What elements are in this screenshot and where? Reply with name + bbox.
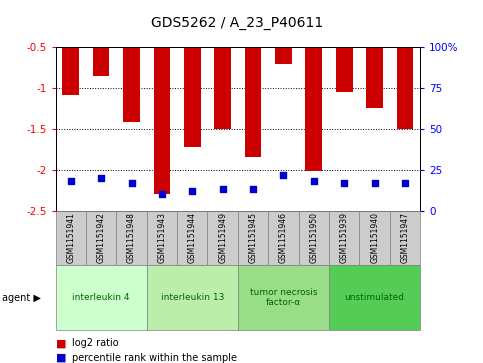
Text: GSM1151941: GSM1151941 bbox=[66, 212, 75, 263]
Text: GSM1151946: GSM1151946 bbox=[279, 212, 288, 263]
Text: percentile rank within the sample: percentile rank within the sample bbox=[72, 353, 238, 363]
Bar bbox=[123, 47, 140, 122]
Bar bbox=[305, 47, 322, 171]
Bar bbox=[154, 47, 170, 194]
Text: GSM1151950: GSM1151950 bbox=[309, 212, 318, 263]
Text: interleukin 4: interleukin 4 bbox=[72, 293, 130, 302]
Bar bbox=[214, 47, 231, 129]
Bar bbox=[62, 47, 79, 95]
Point bbox=[280, 172, 287, 178]
Text: GDS5262 / A_23_P40611: GDS5262 / A_23_P40611 bbox=[151, 16, 323, 30]
Text: agent ▶: agent ▶ bbox=[2, 293, 41, 303]
Point bbox=[158, 191, 166, 197]
Bar bbox=[245, 47, 261, 158]
Bar bbox=[275, 47, 292, 64]
Text: ■: ■ bbox=[56, 338, 66, 348]
Text: GSM1151939: GSM1151939 bbox=[340, 212, 349, 263]
Text: log2 ratio: log2 ratio bbox=[72, 338, 119, 348]
Text: GSM1151944: GSM1151944 bbox=[188, 212, 197, 263]
Bar bbox=[184, 47, 200, 147]
Point bbox=[97, 175, 105, 181]
Text: interleukin 13: interleukin 13 bbox=[161, 293, 224, 302]
Point bbox=[401, 180, 409, 186]
Text: ■: ■ bbox=[56, 353, 66, 363]
Point bbox=[188, 188, 196, 194]
Text: GSM1151943: GSM1151943 bbox=[157, 212, 167, 263]
Text: GSM1151949: GSM1151949 bbox=[218, 212, 227, 263]
Point bbox=[249, 187, 257, 192]
Point bbox=[67, 178, 74, 184]
Bar bbox=[366, 47, 383, 109]
Text: GSM1151948: GSM1151948 bbox=[127, 212, 136, 263]
Text: tumor necrosis
factor-α: tumor necrosis factor-α bbox=[250, 288, 317, 307]
Text: unstimulated: unstimulated bbox=[345, 293, 405, 302]
Bar bbox=[397, 47, 413, 129]
Point bbox=[219, 187, 227, 192]
Bar bbox=[93, 47, 110, 76]
Point bbox=[341, 180, 348, 186]
Point bbox=[371, 180, 379, 186]
Text: GSM1151945: GSM1151945 bbox=[249, 212, 257, 263]
Text: GSM1151947: GSM1151947 bbox=[400, 212, 410, 263]
Point bbox=[128, 180, 135, 186]
Text: GSM1151940: GSM1151940 bbox=[370, 212, 379, 263]
Point bbox=[310, 178, 318, 184]
Bar bbox=[336, 47, 353, 92]
Text: GSM1151942: GSM1151942 bbox=[97, 212, 106, 263]
